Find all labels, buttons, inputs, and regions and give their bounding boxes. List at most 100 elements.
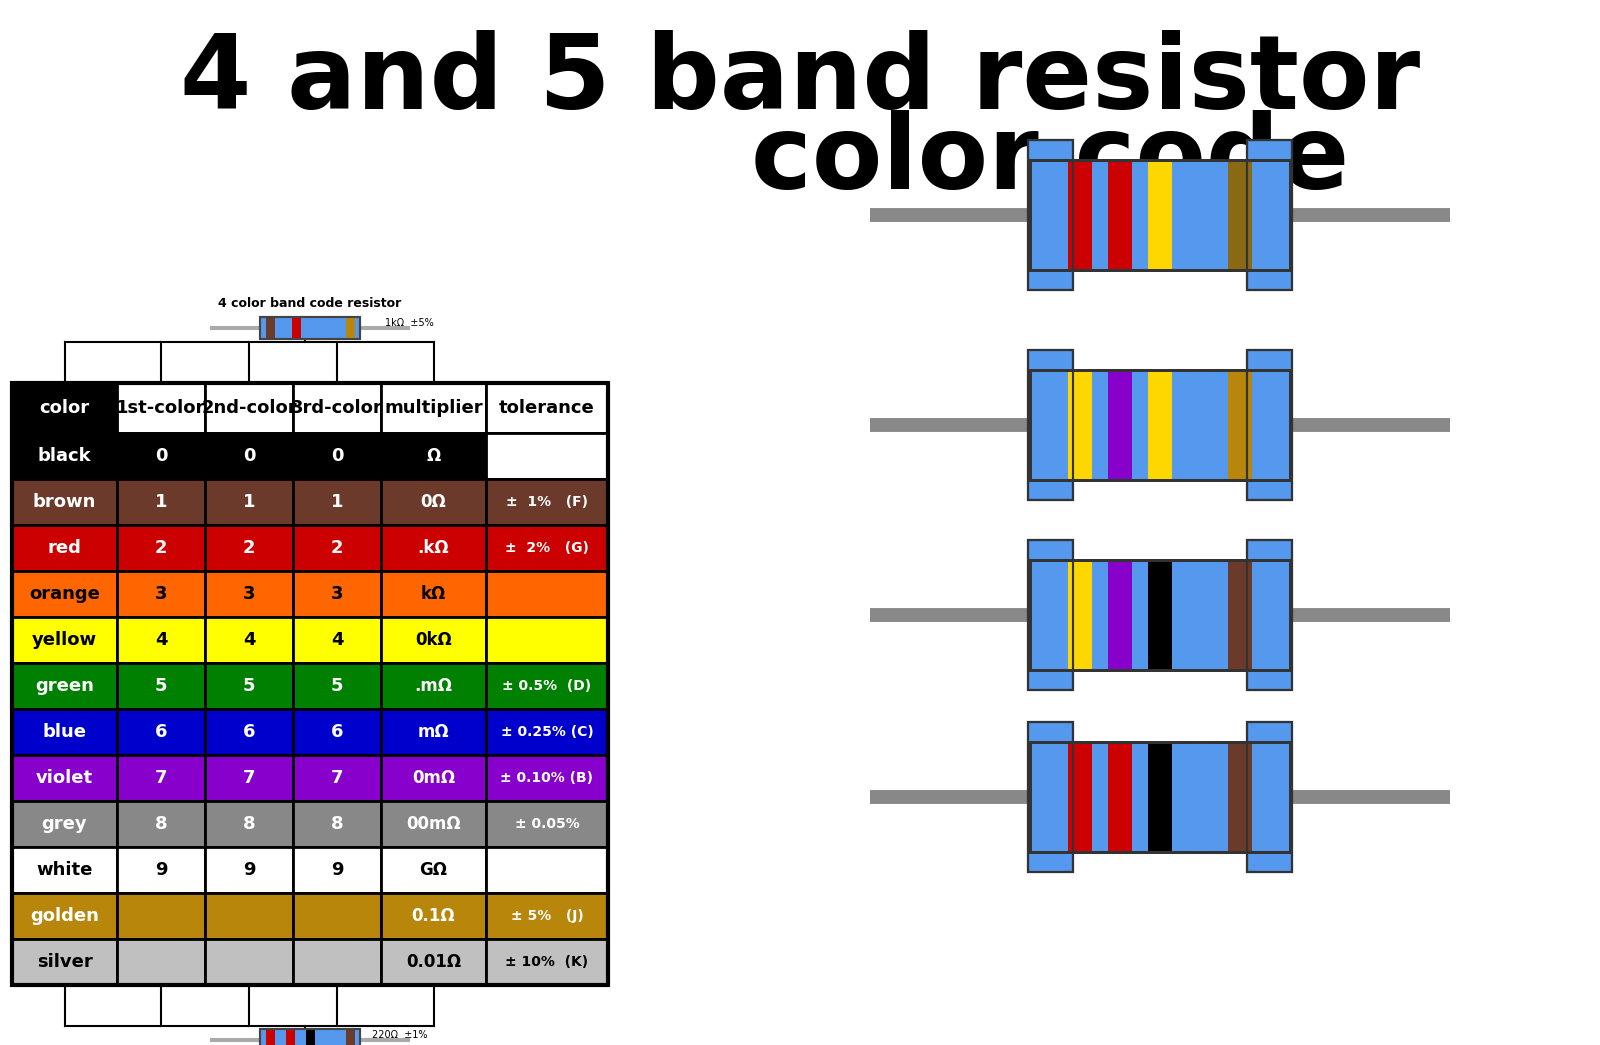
- Bar: [1030, 160, 1290, 270]
- Text: ±  2%   (G): ± 2% (G): [506, 541, 589, 555]
- Bar: [13, 754, 117, 802]
- Text: 00mΩ: 00mΩ: [406, 815, 461, 833]
- Text: black: black: [38, 447, 91, 465]
- Text: 220Ω  ±1%: 220Ω ±1%: [371, 1030, 427, 1040]
- Bar: [293, 709, 381, 754]
- Bar: [381, 571, 486, 617]
- Bar: [1027, 540, 1074, 690]
- Bar: [13, 479, 117, 525]
- Text: green: green: [35, 677, 94, 695]
- Text: 0.01Ω: 0.01Ω: [406, 953, 461, 971]
- Bar: [117, 939, 205, 985]
- Bar: [1030, 370, 1290, 480]
- Text: 3: 3: [243, 585, 256, 603]
- Text: 1: 1: [331, 493, 344, 511]
- Bar: [1069, 160, 1091, 270]
- Bar: [1027, 350, 1074, 500]
- Text: 2nd-color: 2nd-color: [202, 399, 298, 417]
- Bar: [293, 802, 381, 847]
- Bar: [117, 802, 205, 847]
- Text: 2: 2: [243, 539, 256, 557]
- Bar: [117, 663, 205, 709]
- Bar: [1246, 722, 1293, 872]
- Bar: [1187, 742, 1213, 852]
- Bar: [13, 893, 117, 939]
- Bar: [259, 317, 360, 339]
- Text: 7: 7: [331, 769, 344, 787]
- Text: 3: 3: [155, 585, 168, 603]
- Bar: [1246, 540, 1293, 690]
- Bar: [1229, 742, 1251, 852]
- Text: brown: brown: [34, 493, 96, 511]
- Bar: [205, 847, 293, 893]
- Text: 7: 7: [155, 769, 168, 787]
- Bar: [1027, 140, 1074, 291]
- Bar: [346, 1029, 355, 1045]
- Bar: [1030, 742, 1290, 852]
- Bar: [1030, 560, 1290, 670]
- Bar: [117, 384, 205, 433]
- Bar: [486, 893, 608, 939]
- Text: 0kΩ: 0kΩ: [414, 631, 451, 649]
- Bar: [486, 433, 608, 479]
- Text: 8: 8: [155, 815, 168, 833]
- Bar: [117, 571, 205, 617]
- Bar: [1229, 370, 1251, 480]
- Text: 1: 1: [243, 493, 256, 511]
- Bar: [13, 939, 117, 985]
- Bar: [205, 893, 293, 939]
- Text: GΩ: GΩ: [419, 861, 448, 879]
- Bar: [205, 663, 293, 709]
- Bar: [205, 709, 293, 754]
- Bar: [1107, 370, 1133, 480]
- Bar: [325, 1029, 334, 1045]
- Text: tolerance: tolerance: [499, 399, 595, 417]
- Bar: [285, 1029, 294, 1045]
- Bar: [13, 617, 117, 663]
- Bar: [293, 663, 381, 709]
- Bar: [381, 709, 486, 754]
- Text: golden: golden: [30, 907, 99, 925]
- Bar: [205, 433, 293, 479]
- Bar: [1069, 742, 1091, 852]
- Bar: [205, 802, 293, 847]
- Text: kΩ: kΩ: [421, 585, 446, 603]
- Bar: [1027, 540, 1074, 690]
- Bar: [1246, 540, 1293, 690]
- Text: ±  1%   (F): ± 1% (F): [506, 495, 589, 509]
- Bar: [1187, 160, 1213, 270]
- Bar: [1246, 350, 1293, 500]
- Bar: [1030, 742, 1290, 852]
- Text: 4: 4: [243, 631, 256, 649]
- Bar: [381, 802, 486, 847]
- Text: 5: 5: [243, 677, 256, 695]
- Text: 2: 2: [331, 539, 344, 557]
- Bar: [1187, 560, 1213, 670]
- Text: ± 10%  (K): ± 10% (K): [506, 955, 589, 969]
- Bar: [293, 525, 381, 571]
- Bar: [293, 847, 381, 893]
- Bar: [1027, 350, 1074, 500]
- Text: orange: orange: [29, 585, 99, 603]
- Bar: [293, 571, 381, 617]
- Bar: [205, 525, 293, 571]
- Text: yellow: yellow: [32, 631, 98, 649]
- Bar: [1030, 160, 1290, 270]
- Bar: [13, 709, 117, 754]
- Text: ± 5%   (J): ± 5% (J): [510, 909, 584, 923]
- Bar: [381, 893, 486, 939]
- Bar: [1027, 140, 1074, 291]
- Text: ± 0.25% (C): ± 0.25% (C): [501, 725, 594, 739]
- Text: 4 color band code resistor: 4 color band code resistor: [218, 297, 402, 310]
- Bar: [13, 847, 117, 893]
- Bar: [1149, 370, 1171, 480]
- Bar: [13, 384, 608, 985]
- Bar: [1229, 560, 1251, 670]
- Bar: [205, 384, 293, 433]
- Text: ± 0.05%: ± 0.05%: [515, 817, 579, 831]
- Bar: [266, 1029, 275, 1045]
- Text: .mΩ: .mΩ: [414, 677, 453, 695]
- Bar: [117, 754, 205, 802]
- Text: 9: 9: [243, 861, 256, 879]
- Bar: [486, 939, 608, 985]
